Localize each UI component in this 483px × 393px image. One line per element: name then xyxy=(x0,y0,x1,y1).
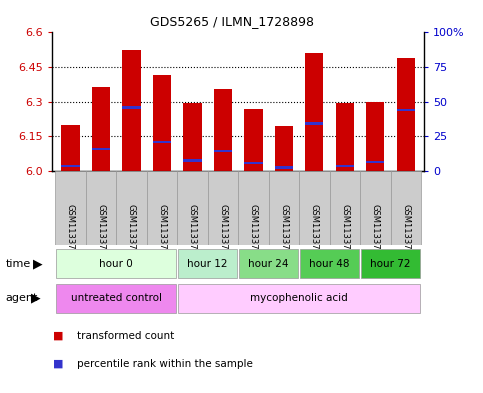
Bar xyxy=(299,171,329,245)
Bar xyxy=(147,171,177,245)
Bar xyxy=(214,150,232,152)
Bar xyxy=(56,249,176,278)
Bar xyxy=(397,108,415,111)
Bar xyxy=(244,162,262,164)
Text: GSM1133728: GSM1133728 xyxy=(249,204,258,261)
Bar xyxy=(275,166,293,169)
Bar xyxy=(61,125,80,171)
Bar xyxy=(153,141,171,143)
Bar xyxy=(116,171,147,245)
Text: GSM1133726: GSM1133726 xyxy=(188,204,197,261)
Text: untreated control: untreated control xyxy=(71,293,162,303)
Text: GSM1133729: GSM1133729 xyxy=(279,204,288,260)
Text: hour 48: hour 48 xyxy=(309,259,350,269)
Bar xyxy=(336,103,354,171)
Text: GDS5265 / ILMN_1728898: GDS5265 / ILMN_1728898 xyxy=(150,15,314,28)
Bar xyxy=(275,126,293,171)
Bar xyxy=(56,284,176,313)
Text: GSM1133727: GSM1133727 xyxy=(218,204,227,261)
Text: GSM1133724: GSM1133724 xyxy=(127,204,136,260)
Bar xyxy=(183,103,201,171)
Text: hour 24: hour 24 xyxy=(248,259,289,269)
Bar xyxy=(92,148,110,150)
Bar xyxy=(305,122,324,125)
Bar xyxy=(122,50,141,171)
Bar xyxy=(208,171,238,245)
Bar xyxy=(177,171,208,245)
Bar xyxy=(305,53,324,171)
Bar xyxy=(360,171,391,245)
Text: transformed count: transformed count xyxy=(77,331,174,341)
Text: GSM1133733: GSM1133733 xyxy=(401,204,410,261)
Bar xyxy=(239,249,298,278)
Bar xyxy=(238,171,269,245)
Text: ■: ■ xyxy=(53,358,64,369)
Text: GSM1133730: GSM1133730 xyxy=(310,204,319,261)
Bar xyxy=(153,75,171,171)
Text: hour 12: hour 12 xyxy=(187,259,228,269)
Bar xyxy=(122,106,141,108)
Text: ▶: ▶ xyxy=(33,257,43,270)
Text: GSM1133725: GSM1133725 xyxy=(157,204,167,260)
Bar xyxy=(61,165,80,167)
Bar xyxy=(244,108,262,171)
Text: agent: agent xyxy=(6,293,38,303)
Bar xyxy=(361,249,420,278)
Bar xyxy=(336,165,354,167)
Bar xyxy=(214,89,232,171)
Text: GSM1133722: GSM1133722 xyxy=(66,204,75,260)
Bar xyxy=(178,249,237,278)
Bar xyxy=(329,171,360,245)
Text: mycophenolic acid: mycophenolic acid xyxy=(250,293,348,303)
Bar xyxy=(183,160,201,162)
Text: hour 0: hour 0 xyxy=(99,259,133,269)
Bar xyxy=(178,284,420,313)
Text: hour 72: hour 72 xyxy=(370,259,411,269)
Text: GSM1133732: GSM1133732 xyxy=(371,204,380,261)
Text: ■: ■ xyxy=(53,331,64,341)
Bar xyxy=(269,171,299,245)
Bar xyxy=(366,161,384,163)
Bar xyxy=(366,101,384,171)
Bar xyxy=(55,171,85,245)
Bar xyxy=(397,58,415,171)
Text: GSM1133731: GSM1133731 xyxy=(341,204,349,261)
Bar xyxy=(92,86,110,171)
Text: GSM1133723: GSM1133723 xyxy=(97,204,105,261)
Bar xyxy=(300,249,359,278)
Bar xyxy=(85,171,116,245)
Text: percentile rank within the sample: percentile rank within the sample xyxy=(77,358,253,369)
Text: time: time xyxy=(6,259,31,269)
Text: ▶: ▶ xyxy=(31,292,41,305)
Bar xyxy=(391,171,421,245)
